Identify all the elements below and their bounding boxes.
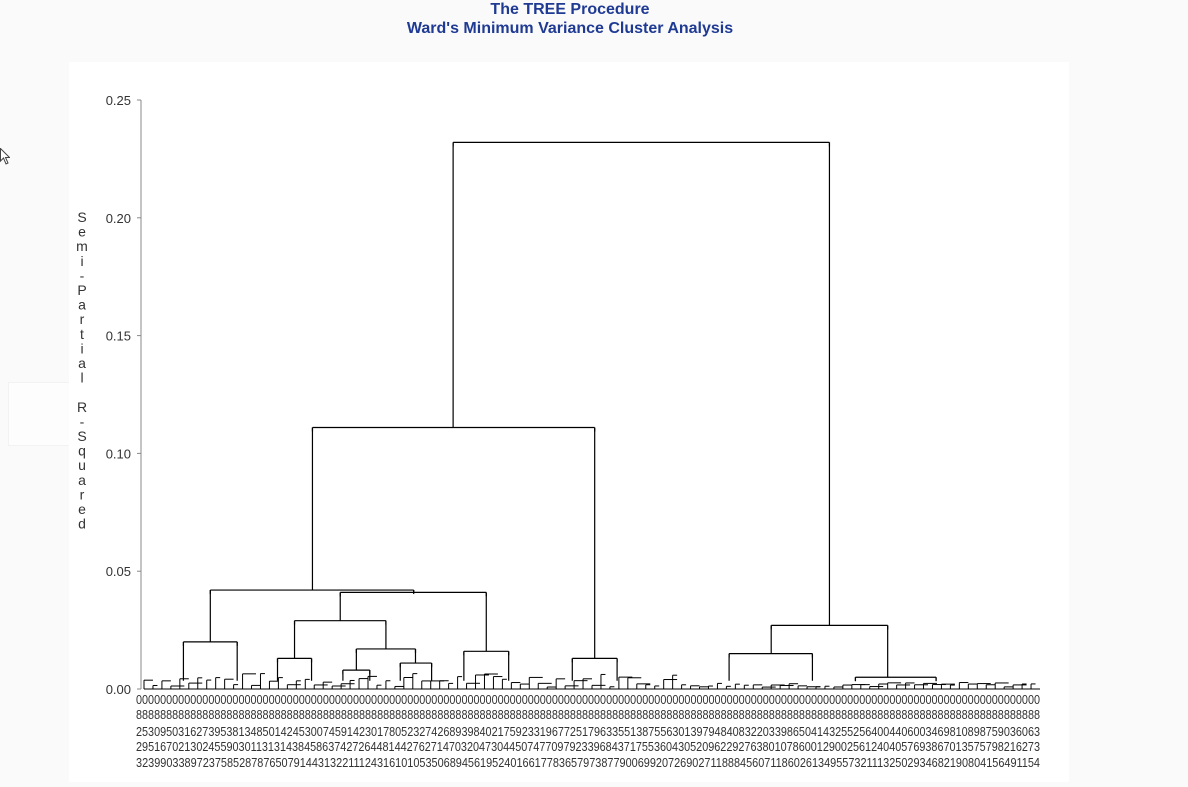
- chart-subtitle: Ward's Minimum Variance Cluster Analysis: [406, 20, 734, 37]
- leaf-label-row: 2530950316273953813485014245300745914230…: [136, 724, 1040, 739]
- y-tick-label: 0.25: [106, 93, 131, 108]
- leaf-label-row: 8888888888888888888888888888888888888888…: [136, 707, 1040, 722]
- y-tick-label: 0.10: [106, 446, 131, 461]
- leaf-label-row: 0000000000000000000000000000000000000000…: [136, 692, 1040, 707]
- dendrogram-tree: [143, 141, 1040, 690]
- y-tick-label: 0.20: [106, 211, 131, 226]
- chart-titles: The TREE Procedure Ward's Minimum Varian…: [0, 0, 1140, 38]
- chart-title: The TREE Procedure: [490, 1, 650, 18]
- leaf-label-row: 2951670213024559030113131438458637427264…: [136, 739, 1040, 754]
- mouse-cursor-icon: [0, 147, 11, 171]
- y-tick-label: 0.15: [106, 329, 131, 344]
- y-tick-label: 0.05: [106, 564, 131, 579]
- side-panel-ghost: [8, 382, 70, 446]
- leaf-labels: 0000000000000000000000000000000000000000…: [136, 692, 1040, 770]
- y-tick-label: 0.00: [106, 682, 131, 697]
- leaf-label-row: 3239903389723758528787650791443132211124…: [136, 755, 1040, 770]
- y-axis: 0.00 0.05 0.10 0.15 0.20 0.25: [106, 93, 142, 697]
